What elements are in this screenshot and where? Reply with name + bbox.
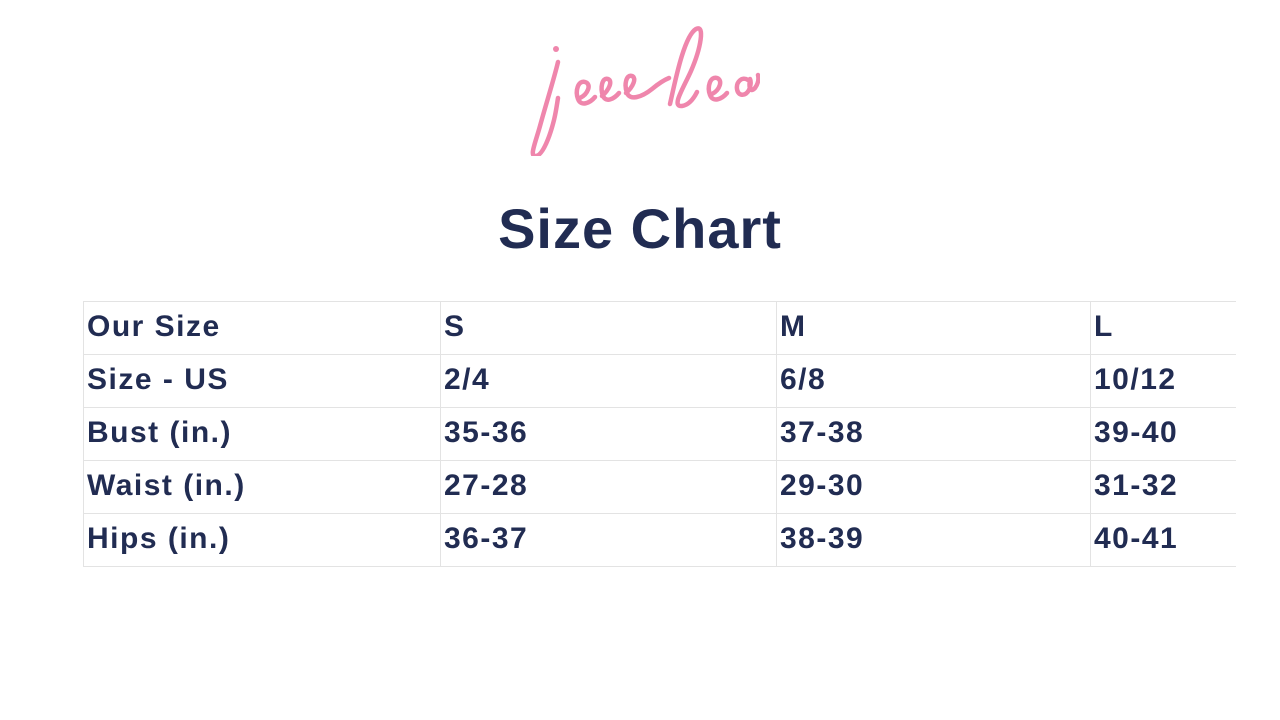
logo-e2-stroke <box>706 75 730 102</box>
table-row-hips: Hips (in.) 36-37 38-39 40-41 <box>83 513 1236 567</box>
row-label: Bust (in.) <box>83 407 441 461</box>
row-label: Size - US <box>83 354 441 408</box>
jess-lea-script-logo-icon <box>530 26 761 159</box>
table-cell: 36-37 <box>440 513 777 567</box>
column-header-size-l: L <box>1090 301 1236 355</box>
table-cell: 6/8 <box>776 354 1091 408</box>
table-row-bust: Bust (in.) 35-36 37-38 39-40 <box>83 407 1236 461</box>
row-label: Hips (in.) <box>83 513 441 567</box>
table-cell: 10/12 <box>1090 354 1236 408</box>
brand-logo <box>524 24 761 159</box>
table-cell: 2/4 <box>440 354 777 408</box>
logo-j-stroke <box>530 59 561 159</box>
column-header-size-m: M <box>776 301 1091 355</box>
size-chart-table: Our Size S M L Size - US 2/4 6/8 10/12 B… <box>83 301 1236 567</box>
logo-e1-stroke <box>574 79 598 106</box>
logo-s1-stroke <box>599 76 622 102</box>
page-title: Size Chart <box>498 197 782 260</box>
table-row-waist: Waist (in.) 27-28 29-30 31-32 <box>83 460 1236 514</box>
table-header-row: Our Size S M L <box>83 301 1236 355</box>
table-cell: 40-41 <box>1090 513 1236 567</box>
table-cell: 27-28 <box>440 460 777 514</box>
logo-a-stroke <box>734 72 761 97</box>
table-cell: 38-39 <box>776 513 1091 567</box>
table-cell: 31-32 <box>1090 460 1236 514</box>
logo-j-dot <box>553 46 559 52</box>
table-cell: 39-40 <box>1090 407 1236 461</box>
row-label: Waist (in.) <box>83 460 441 514</box>
table-row-size-us: Size - US 2/4 6/8 10/12 <box>83 354 1236 408</box>
logo-s2-stroke <box>623 73 672 100</box>
table-cell: 29-30 <box>776 460 1091 514</box>
table-cell: 35-36 <box>440 407 777 461</box>
column-header-our-size: Our Size <box>83 301 441 355</box>
logo-l-stroke <box>667 26 704 109</box>
column-header-size-s: S <box>440 301 777 355</box>
table-cell: 37-38 <box>776 407 1091 461</box>
